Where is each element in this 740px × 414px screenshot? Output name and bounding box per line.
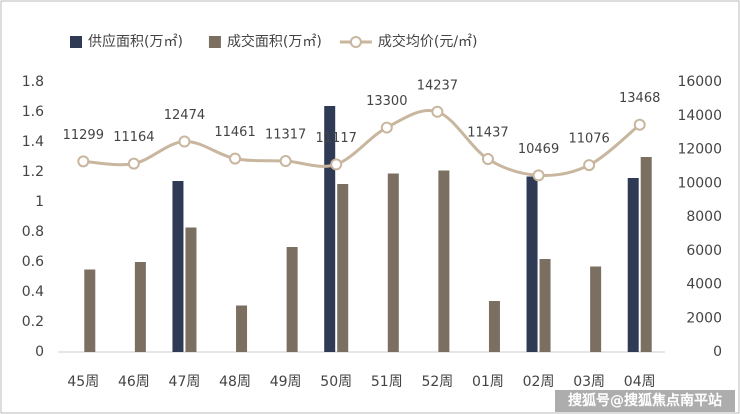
data-label: 11076 bbox=[568, 132, 609, 147]
y-tick-label: 1.2 bbox=[22, 164, 44, 180]
y-tick-label: 1 bbox=[35, 194, 44, 210]
data-label: 11164 bbox=[113, 130, 154, 145]
y-tick-label: 0.6 bbox=[22, 254, 44, 270]
y-tick-label: 1.4 bbox=[22, 134, 44, 150]
watermark: 搜狐号@搜狐焦点南平站 bbox=[568, 392, 722, 409]
y2-tick-label: 6000 bbox=[686, 243, 722, 259]
y2-tick-label: 14000 bbox=[677, 108, 722, 124]
bar bbox=[526, 176, 538, 352]
y2-tick-label: 10000 bbox=[677, 175, 722, 191]
legend: 供应面积(万㎡) 成交面积(万㎡) 成交均价(元/㎡) bbox=[70, 33, 478, 50]
bar bbox=[185, 227, 197, 352]
bar bbox=[134, 262, 146, 352]
bar bbox=[324, 106, 336, 352]
bar bbox=[236, 305, 248, 352]
x-tick-label: 50周 bbox=[320, 374, 352, 390]
legend-swatch bbox=[349, 36, 362, 48]
x-tick-label: 02周 bbox=[523, 374, 555, 390]
data-label: 11437 bbox=[467, 126, 508, 141]
x-tick-label: 01周 bbox=[472, 374, 504, 390]
bar bbox=[590, 266, 602, 352]
marker bbox=[330, 158, 343, 171]
legend-label: 成交均价(元/㎡) bbox=[378, 33, 478, 50]
bar bbox=[438, 170, 450, 352]
y-tick-label: 0 bbox=[35, 344, 44, 360]
bar bbox=[172, 181, 184, 352]
x-tick-label: 48周 bbox=[219, 374, 251, 390]
x-tick-label: 52周 bbox=[421, 374, 453, 390]
data-label: 12474 bbox=[164, 108, 205, 123]
marker bbox=[229, 152, 242, 165]
bar bbox=[387, 173, 399, 352]
bar bbox=[337, 184, 349, 352]
bar bbox=[627, 178, 639, 352]
marker bbox=[583, 159, 596, 172]
x-tick-label: 51周 bbox=[371, 374, 403, 390]
y-tick-label: 0.2 bbox=[22, 314, 44, 330]
marker bbox=[380, 121, 393, 134]
x-tick-label: 46周 bbox=[118, 374, 150, 390]
bar bbox=[488, 301, 500, 352]
bar bbox=[539, 259, 551, 352]
marker bbox=[127, 157, 140, 170]
y2-tick-label: 12000 bbox=[677, 142, 722, 158]
data-label: 10469 bbox=[518, 142, 559, 157]
marker bbox=[178, 135, 191, 148]
x-tick-label: 47周 bbox=[169, 374, 201, 390]
data-label: 14237 bbox=[417, 78, 458, 93]
x-tick-label: 49周 bbox=[270, 374, 302, 390]
y-tick-label: 0.8 bbox=[22, 224, 44, 240]
legend-swatch bbox=[208, 36, 221, 48]
data-label: 11317 bbox=[265, 128, 306, 143]
legend-label: 供应面积(万㎡) bbox=[88, 33, 183, 50]
x-tick-label: 04周 bbox=[624, 374, 656, 390]
marker bbox=[633, 118, 646, 131]
y-tick-label: 1.8 bbox=[22, 74, 44, 90]
data-label: 13300 bbox=[366, 94, 407, 109]
data-label: 13468 bbox=[619, 91, 660, 106]
marker bbox=[279, 155, 292, 168]
bar bbox=[640, 157, 652, 352]
x-tick-label: 45周 bbox=[67, 374, 99, 390]
watermark-bg bbox=[555, 390, 735, 412]
y2-tick-label: 4000 bbox=[686, 277, 722, 293]
x-tick-label: 03周 bbox=[573, 374, 605, 390]
marker bbox=[481, 153, 494, 166]
y-tick-label: 0.4 bbox=[22, 284, 44, 300]
marker bbox=[431, 105, 444, 118]
y2-tick-label: 0 bbox=[713, 344, 722, 360]
y2-tick-label: 2000 bbox=[686, 310, 722, 326]
y2-tick-label: 8000 bbox=[686, 209, 722, 225]
y2-tick-label: 16000 bbox=[677, 74, 722, 90]
data-label: 11299 bbox=[63, 128, 104, 143]
bar bbox=[84, 269, 96, 352]
data-label: 11461 bbox=[214, 125, 255, 140]
data-label: 11117 bbox=[316, 131, 357, 146]
marker bbox=[532, 169, 545, 182]
y-tick-label: 1.6 bbox=[22, 104, 44, 120]
marker bbox=[77, 155, 90, 168]
legend-label: 成交面积(万㎡) bbox=[227, 33, 322, 50]
legend-swatch bbox=[70, 36, 82, 48]
bar bbox=[286, 247, 298, 352]
